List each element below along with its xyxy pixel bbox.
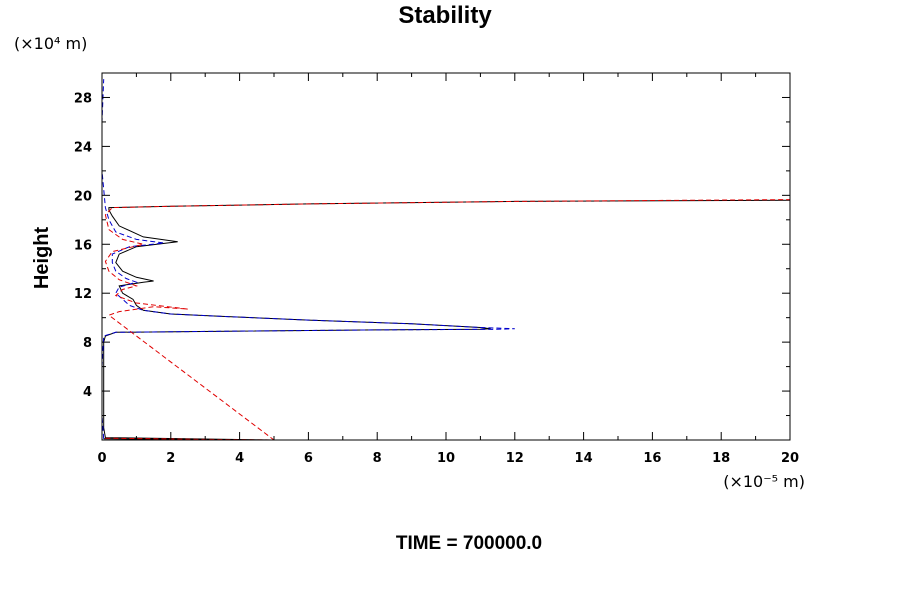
- x-axis-unit: (×10⁻⁵ m): [723, 472, 805, 491]
- x-tick-label: 14: [575, 451, 593, 466]
- x-tick-label: 16: [643, 451, 661, 466]
- y-axis-unit: (×10⁴ m): [14, 34, 87, 53]
- y-tick-label: 8: [83, 336, 92, 351]
- chart-title: Stability: [398, 2, 492, 29]
- y-tick-label: 24: [74, 140, 92, 155]
- x-tick-label: 6: [304, 451, 313, 466]
- plot-frame: [101, 72, 791, 441]
- x-tick-label: 8: [373, 451, 382, 466]
- y-tick-label: 28: [74, 91, 92, 106]
- series-line-2: [101, 79, 515, 439]
- series-line-3: [104, 199, 791, 441]
- x-tick-label: 10: [437, 451, 455, 466]
- x-tick-label: 2: [166, 451, 175, 466]
- x-tick-label: 4: [235, 451, 244, 466]
- x-tick-label: 18: [712, 451, 730, 466]
- y-axis-label: Height: [31, 227, 53, 290]
- y-tick-label: 20: [74, 189, 92, 204]
- x-tick-label: 0: [97, 451, 106, 466]
- series-layer: [101, 79, 791, 441]
- y-tick-label: 4: [83, 385, 92, 400]
- series-line-1: [103, 199, 791, 441]
- y-tick-label: 16: [74, 238, 92, 253]
- y-tick-label: 12: [74, 287, 92, 302]
- x-tick-label: 12: [506, 451, 524, 466]
- time-label: TIME = 700000.0: [396, 533, 542, 554]
- x-tick-label: 20: [781, 451, 799, 466]
